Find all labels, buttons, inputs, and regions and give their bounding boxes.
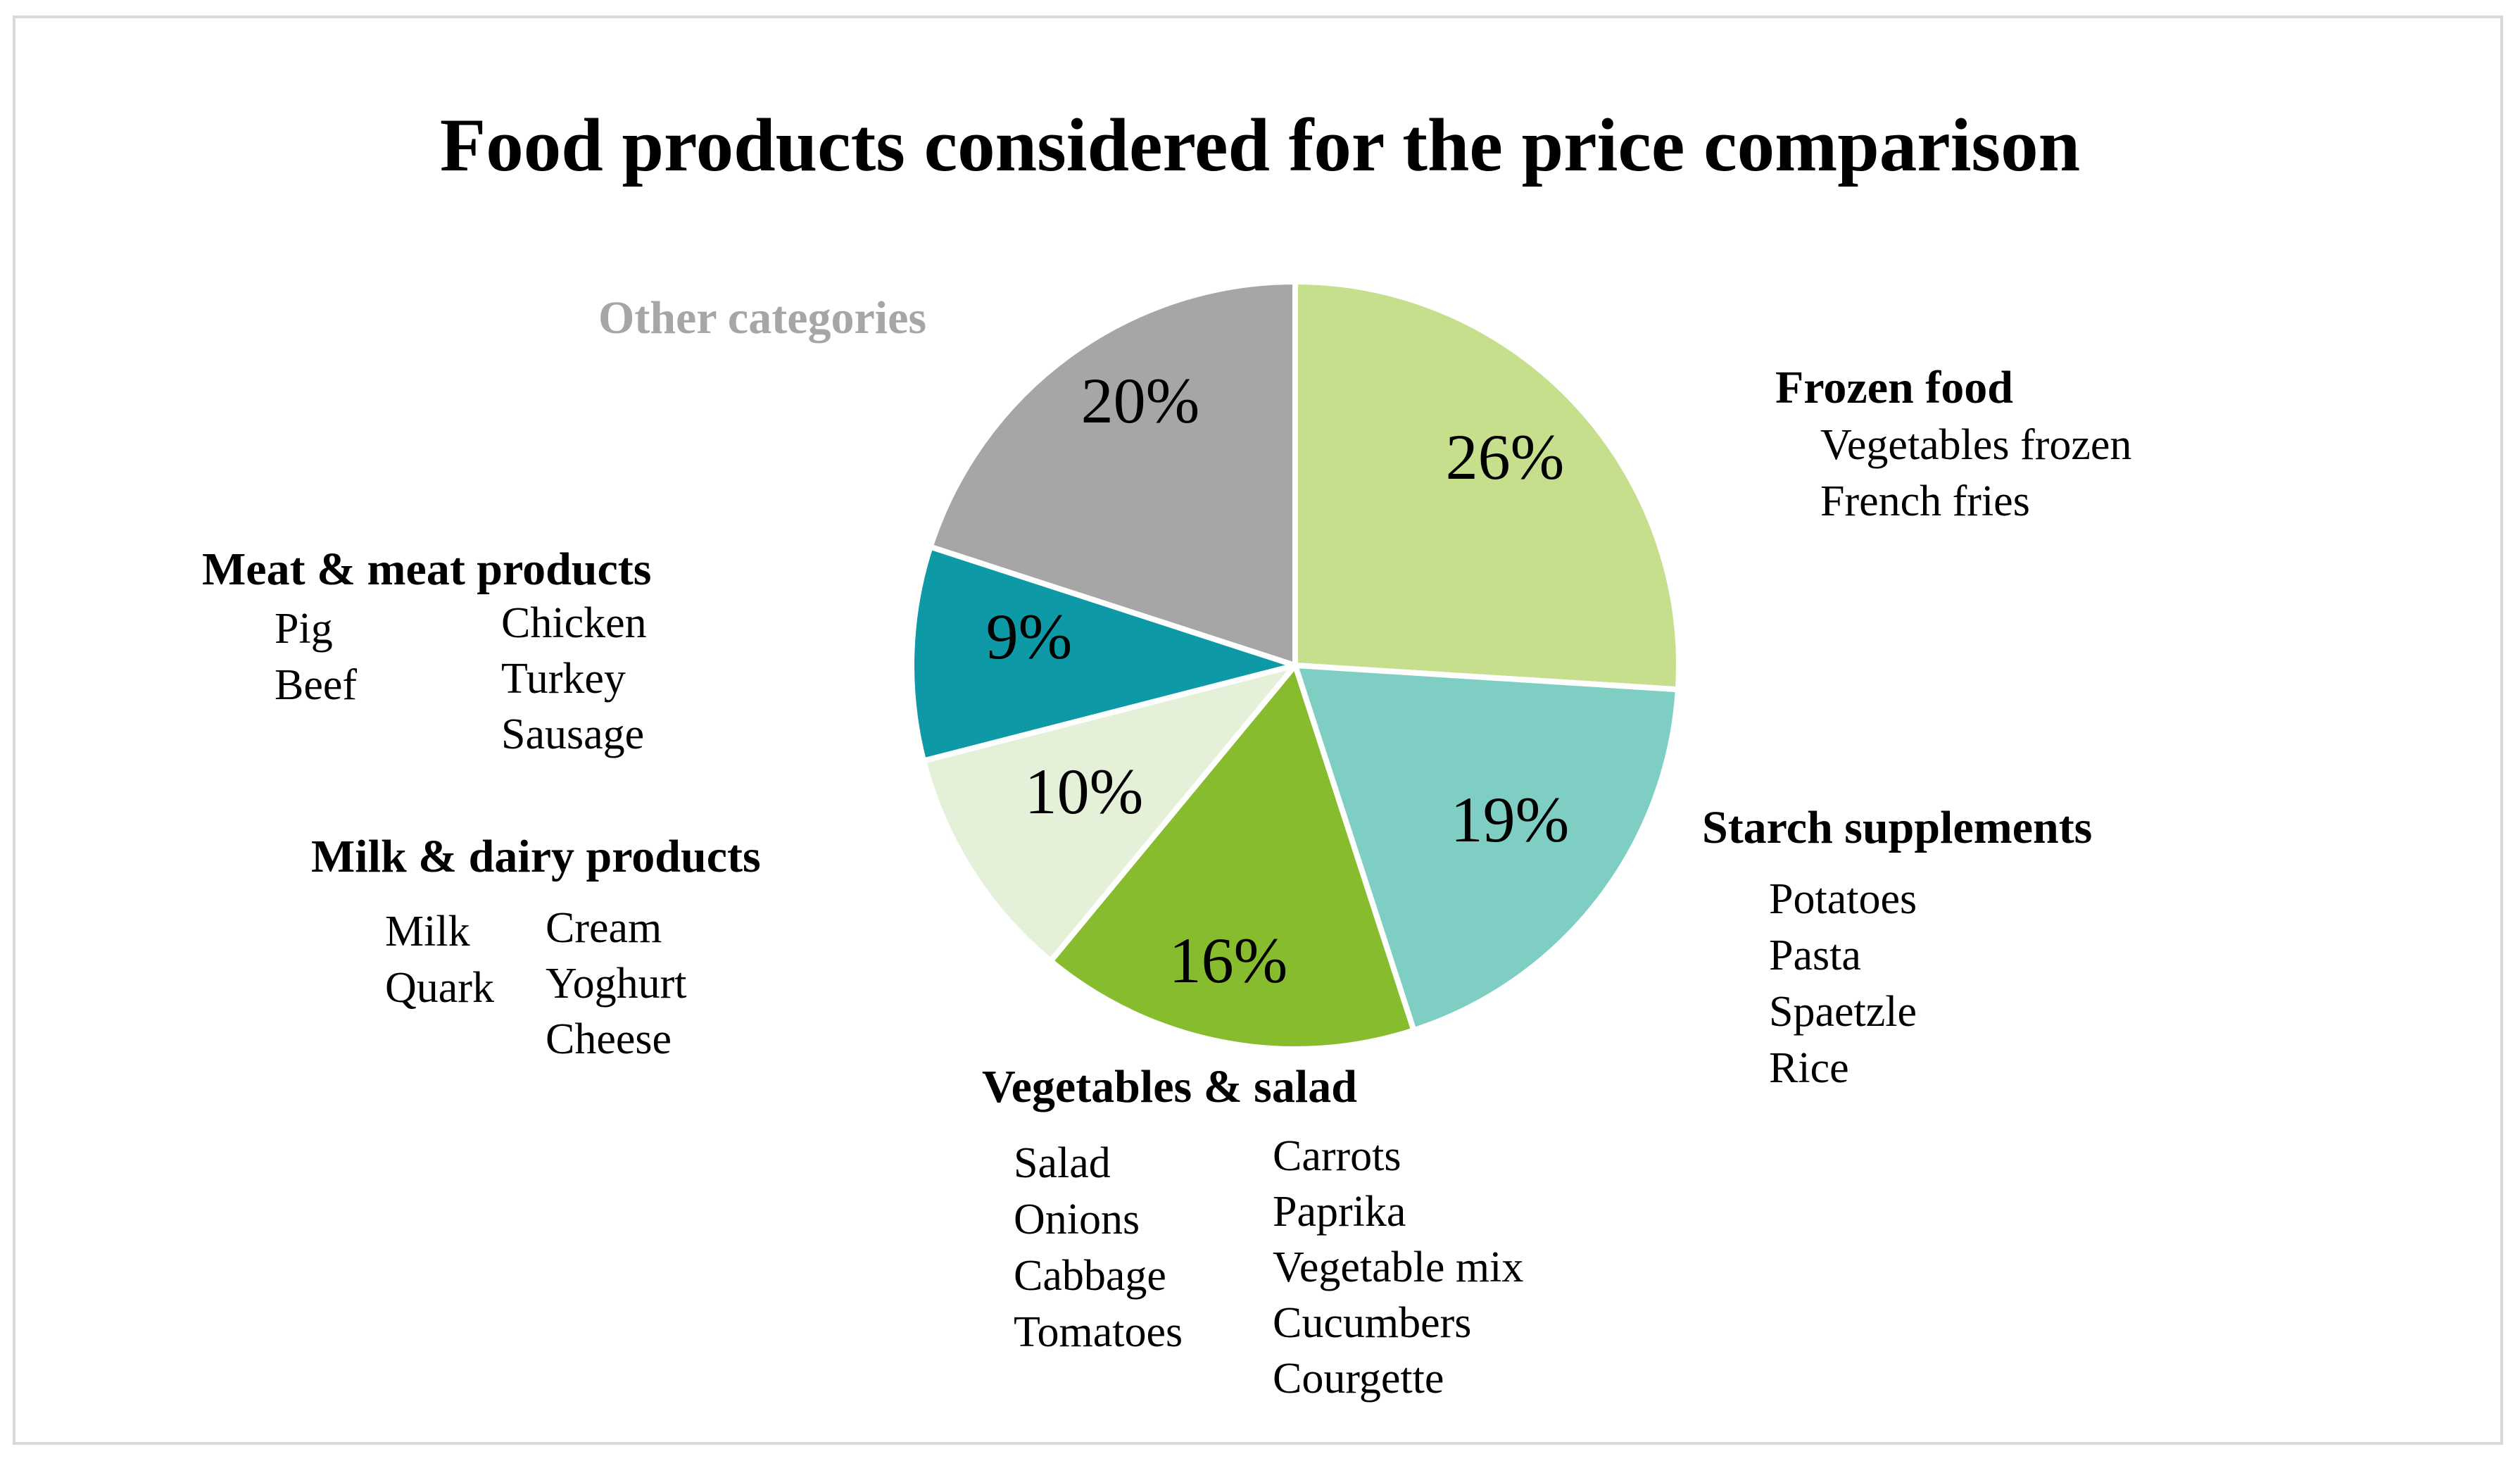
category-heading-milk-dairy: Milk & dairy products xyxy=(311,831,761,882)
category-item: Pasta xyxy=(1769,932,1861,979)
category-item: Quark xyxy=(385,964,494,1012)
pie-slice-starch-supplements xyxy=(1292,663,1681,1034)
category-heading-vegetables-salad: Vegetables & salad xyxy=(982,1061,1357,1112)
pie-slice-frozen-food xyxy=(1292,279,1682,693)
percent-label-vegetables-salad: 16% xyxy=(1169,924,1288,996)
category-item: Cheese xyxy=(546,1015,672,1063)
category-item: Carrots xyxy=(1273,1132,1401,1180)
percent-label-frozen-food: 26% xyxy=(1446,421,1565,493)
category-item: Turkey xyxy=(501,655,626,703)
category-heading-other: Other categories xyxy=(598,292,926,344)
category-item: Potatoes xyxy=(1769,875,1917,923)
category-item: Paprika xyxy=(1273,1188,1406,1236)
percent-label-meat: 9% xyxy=(986,601,1073,672)
percent-label-milk-dairy: 10% xyxy=(1025,755,1144,827)
category-item: Rice xyxy=(1769,1044,1849,1092)
category-item: Salad xyxy=(1014,1139,1111,1187)
category-item: Cabbage xyxy=(1014,1252,1166,1300)
chart-title: Food products considered for the price c… xyxy=(440,104,2080,187)
category-item: Cream xyxy=(546,904,662,952)
legend-group-other: Other categories xyxy=(598,292,926,344)
category-heading-frozen-food: Frozen food xyxy=(1775,362,2013,413)
pie-slice-meat xyxy=(909,544,1298,764)
category-heading-meat: Meat & meat products xyxy=(202,544,651,595)
legend-group-meat: Meat & meat products Pig Beef Chicken Turkey… xyxy=(202,544,651,758)
category-item: Spaetzle xyxy=(1769,988,1917,1036)
category-heading-starch-supplements: Starch supplements xyxy=(1702,802,2092,853)
legend-group-frozen-food: Frozen food Vegetables frozen French fries xyxy=(1775,362,2131,525)
pie-slices xyxy=(909,279,1682,1053)
category-item: Vegetable mix xyxy=(1273,1243,1523,1291)
category-item: Onions xyxy=(1014,1196,1140,1243)
category-item: Vegetables frozen xyxy=(1820,421,2131,469)
legend-group-starch-supplements: Starch supplements Potatoes Pasta Spaetzle R… xyxy=(1702,802,2092,1092)
pie-slice-vegetables-salad xyxy=(1047,663,1417,1053)
category-item: Courgette xyxy=(1273,1355,1444,1403)
percent-label-other: 20% xyxy=(1081,365,1200,437)
category-item: Milk xyxy=(385,908,470,955)
category-item: Beef xyxy=(275,661,357,709)
percent-label-starch-supplements: 19% xyxy=(1451,784,1570,855)
category-item: Cucumbers xyxy=(1273,1299,1471,1347)
category-item: French fries xyxy=(1820,477,2030,525)
category-item: Tomatoes xyxy=(1014,1308,1183,1356)
pie-slice-other xyxy=(927,279,1298,668)
category-item: Chicken xyxy=(501,599,647,647)
category-legend: Frozen food Vegetables frozen French fries… xyxy=(202,292,2131,1403)
legend-group-milk-dairy: Milk & dairy products Milk Quark Cream Yoghu… xyxy=(311,831,761,1063)
category-item: Pig xyxy=(275,605,333,653)
category-item: Yoghurt xyxy=(546,960,686,1008)
legend-group-vegetables-salad: Vegetables & salad Salad Onions Cabbage Toma… xyxy=(982,1061,1523,1403)
percent-labels: 26% 19% 16% 10% 9% 20% xyxy=(986,365,1570,996)
category-item: Sausage xyxy=(501,710,644,758)
